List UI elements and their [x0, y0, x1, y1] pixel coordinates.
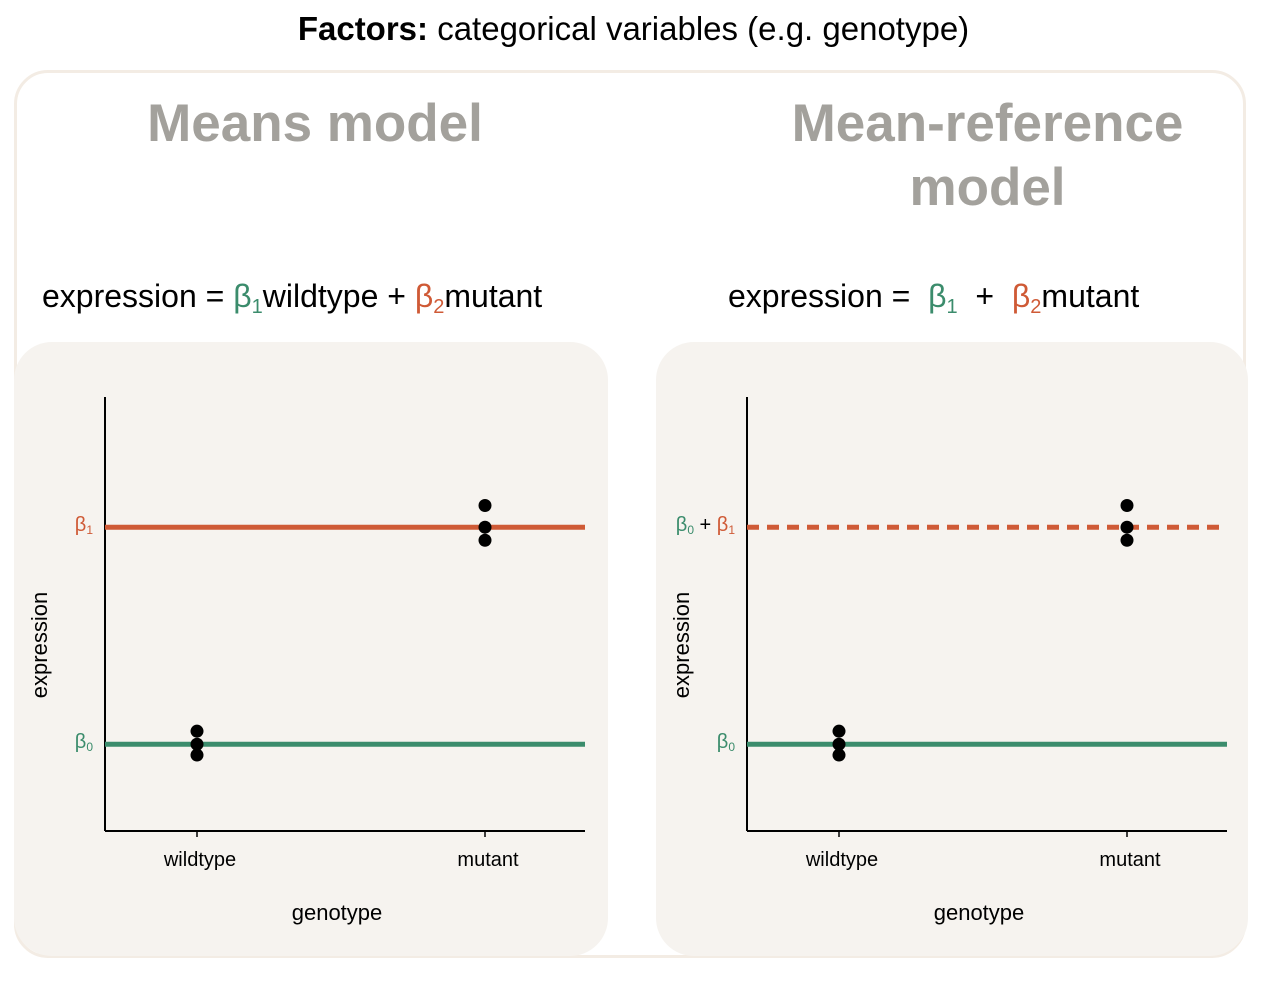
right-y-axis-label: expression	[669, 592, 694, 698]
eq-beta1: β1	[233, 278, 263, 318]
eq2-beta1: β1	[928, 278, 958, 318]
right-point-wildtype-0	[832, 724, 846, 738]
left-plot: wildtype mutant genotype expression β0 β1	[27, 397, 585, 925]
header-bold: Factors:	[297, 10, 429, 47]
left-x-tick-label-mutant: mutant	[457, 849, 519, 871]
right-equation: expression = β1 + β2mutant	[728, 278, 1139, 319]
right-line-label-beta1: β0 + β1	[676, 514, 736, 537]
left-plot-background	[14, 342, 608, 956]
right-plot-background	[656, 342, 1248, 956]
left-line-label-beta1: β1	[75, 514, 94, 537]
left-point-wildtype-0	[190, 724, 204, 738]
eq-term2: mutant	[444, 278, 543, 314]
right-line-label-beta0: β0	[717, 731, 736, 754]
right-plot: wildtype mutant genotype expression β0 β0 + β…	[669, 397, 1227, 925]
right-point-wildtype-2	[832, 748, 846, 762]
left-point-wildtype-1	[190, 737, 204, 751]
right-x-tick-label-wildtype: wildtype	[805, 849, 878, 871]
figure-header: Factors: categorical variables (e.g. gen…	[0, 10, 1267, 48]
eq2-term2: mutant	[1041, 278, 1140, 314]
left-point-mutant-2	[478, 533, 492, 547]
right-x-tick-label-mutant: mutant	[1099, 849, 1161, 871]
eq-lhs: expression =	[42, 278, 225, 314]
left-x-axis-label: genotype	[292, 900, 383, 925]
right-point-mutant-1	[1120, 520, 1134, 534]
eq2-beta2: β2	[1011, 278, 1042, 318]
right-panel-title: Mean-reference model	[740, 92, 1235, 220]
eq-beta2: β2	[414, 278, 445, 318]
right-point-mutant-0	[1120, 499, 1134, 512]
left-x-tick-label-wildtype: wildtype	[163, 849, 236, 871]
left-point-wildtype-2	[190, 748, 204, 762]
left-point-mutant-1	[478, 520, 492, 534]
eq2-plus: +	[975, 278, 995, 314]
left-y-axis-label: expression	[27, 592, 52, 698]
right-title-line2: model	[909, 158, 1066, 217]
eq-term1: wildtype +	[262, 278, 406, 314]
header-text: categorical variables (e.g. genotype)	[428, 10, 970, 47]
right-point-mutant-2	[1120, 533, 1134, 547]
right-title-line1: Mean-reference	[791, 94, 1184, 153]
left-equation: expression = β1wildtype + β2mutant	[42, 278, 542, 319]
left-line-label-beta0: β0	[75, 731, 94, 754]
left-point-mutant-0	[478, 499, 492, 512]
eq2-lhs: expression =	[728, 278, 911, 314]
right-point-wildtype-1	[832, 737, 846, 751]
right-x-axis-label: genotype	[934, 900, 1025, 925]
left-panel-title: Means model	[147, 94, 483, 153]
